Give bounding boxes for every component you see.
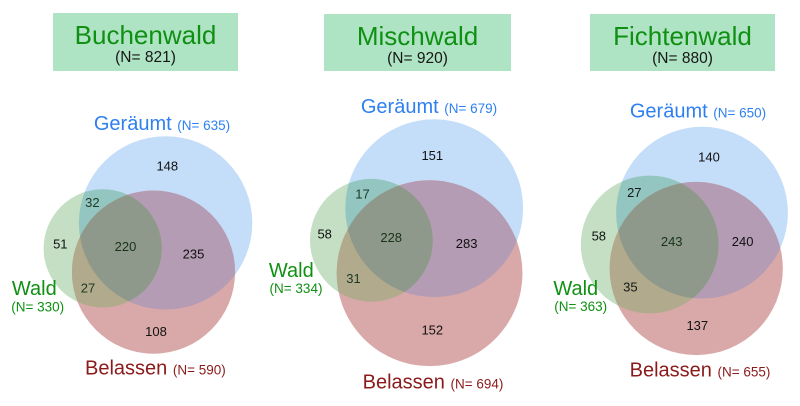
svg-text:283: 283 [456,236,478,251]
svg-text:243: 243 [661,234,683,249]
svg-text:228: 228 [380,230,402,245]
svg-text:(N= 334): (N= 334) [270,281,323,296]
svg-text:31: 31 [346,271,360,286]
svg-text:Geräumt (N= 650): Geräumt (N= 650) [630,100,766,122]
svg-text:137: 137 [686,318,708,333]
svg-text:220: 220 [115,239,137,254]
svg-text:17: 17 [355,186,369,201]
svg-text:151: 151 [421,148,443,163]
svg-text:Wald: Wald [269,260,314,282]
svg-text:235: 235 [183,246,205,261]
svg-text:(N= 363): (N= 363) [554,299,607,314]
svg-text:51: 51 [53,236,67,251]
svg-text:148: 148 [156,159,178,174]
svg-text:Belassen (N= 655): Belassen (N= 655) [630,359,771,381]
svg-text:Wald: Wald [12,278,57,300]
svg-text:108: 108 [145,324,167,339]
svg-text:35: 35 [623,280,637,295]
svg-text:27: 27 [81,281,95,296]
svg-text:(N= 330): (N= 330) [11,300,64,315]
svg-text:Geräumt (N= 635): Geräumt (N= 635) [94,113,230,135]
svg-text:32: 32 [85,195,99,210]
svg-text:140: 140 [698,150,720,165]
svg-text:Wald: Wald [553,278,598,300]
svg-text:Geräumt (N= 679): Geräumt (N= 679) [361,96,497,118]
svg-text:Belassen (N= 694): Belassen (N= 694) [363,371,504,393]
svg-text:Belassen (N= 590): Belassen (N= 590) [85,358,226,380]
svg-text:240: 240 [732,234,754,249]
svg-text:152: 152 [421,322,443,337]
svg-text:58: 58 [317,227,331,242]
svg-text:58: 58 [592,228,606,243]
svg-text:27: 27 [627,185,641,200]
